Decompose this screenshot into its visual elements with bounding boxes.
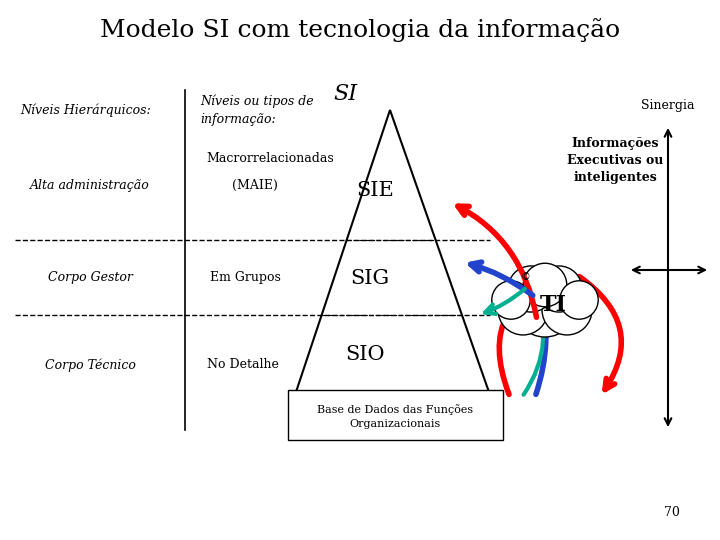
Text: TI: TI: [539, 294, 567, 316]
FancyArrowPatch shape: [485, 289, 525, 314]
Text: Macrorrelacionadas: Macrorrelacionadas: [206, 152, 334, 165]
Text: 70: 70: [664, 505, 680, 518]
Text: Alta administração: Alta administração: [30, 179, 150, 192]
Text: Informações
Executivas ou
inteligentes: Informações Executivas ou inteligentes: [567, 137, 663, 184]
Text: Em Grupos: Em Grupos: [210, 272, 280, 285]
Circle shape: [513, 273, 577, 337]
FancyArrowPatch shape: [536, 288, 546, 394]
FancyArrowPatch shape: [523, 286, 544, 395]
Circle shape: [523, 263, 567, 307]
FancyArrowPatch shape: [499, 275, 575, 394]
Circle shape: [536, 266, 582, 312]
Text: SIG: SIG: [351, 268, 390, 287]
Text: SIO: SIO: [346, 346, 384, 365]
Text: Modelo SI com tecnologia da informação: Modelo SI com tecnologia da informação: [100, 18, 620, 42]
Circle shape: [498, 285, 548, 335]
Text: Sinergia: Sinergia: [642, 98, 695, 111]
Text: Níveis Hierárquicos:: Níveis Hierárquicos:: [20, 103, 150, 117]
FancyArrowPatch shape: [471, 262, 533, 295]
FancyArrowPatch shape: [580, 276, 621, 389]
Circle shape: [560, 281, 598, 319]
Text: Corpo Técnico: Corpo Técnico: [45, 358, 135, 372]
FancyBboxPatch shape: [288, 390, 503, 440]
Text: ©: ©: [520, 272, 530, 282]
Text: SI: SI: [333, 83, 357, 105]
Text: Níveis ou tipos de
informação:: Níveis ou tipos de informação:: [200, 94, 314, 126]
Text: No Detalhe: No Detalhe: [207, 359, 279, 372]
Text: Corpo Gestor: Corpo Gestor: [48, 272, 132, 285]
Circle shape: [508, 266, 554, 312]
Text: (MAIE): (MAIE): [232, 179, 278, 192]
FancyArrowPatch shape: [458, 206, 536, 318]
Circle shape: [542, 285, 592, 335]
Circle shape: [492, 281, 530, 319]
Text: SIE: SIE: [356, 180, 394, 199]
Text: Base de Dados das Funções
Organizacionais: Base de Dados das Funções Organizacionai…: [317, 404, 473, 429]
